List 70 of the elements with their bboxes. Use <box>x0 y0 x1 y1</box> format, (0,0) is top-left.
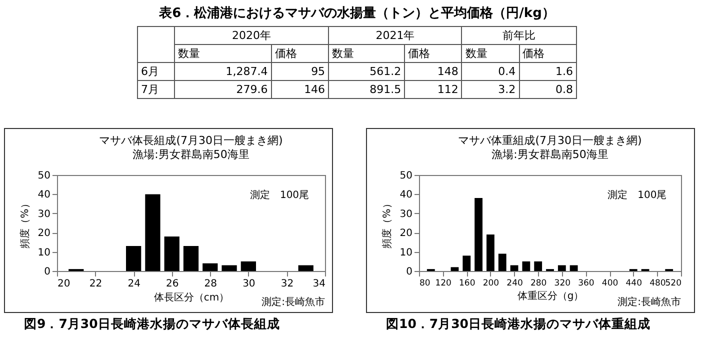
x-tick-label: 32 <box>280 278 294 290</box>
text: 6月 <box>138 62 174 80</box>
x-tick-label: 28 <box>204 278 218 290</box>
x-axis-title: 体重区分（g） <box>517 290 584 302</box>
text: 112 <box>404 80 462 98</box>
x-tick-label: 280 <box>530 278 547 288</box>
x-axis-title: 体長区分（cm） <box>154 292 230 304</box>
text: 1.6 <box>519 62 576 80</box>
x-tick-label: 26 <box>166 278 179 290</box>
y-tick-label: 0 <box>406 266 412 278</box>
text: 148 <box>404 62 462 80</box>
y-tick-label: 50 <box>400 170 412 182</box>
text: 2020年 <box>174 26 329 44</box>
x-tick-label: 30 <box>242 278 256 290</box>
text: 価格 <box>271 44 329 62</box>
text: 測定:長崎魚市 <box>618 296 681 308</box>
text: 数量 <box>462 44 520 62</box>
y-tick-label: 50 <box>38 170 50 182</box>
x-tick-label: 80 <box>420 278 430 288</box>
x-tick-label: 320 <box>554 278 571 288</box>
text: 価格 <box>519 44 576 62</box>
y-tick-label: 20 <box>38 228 50 240</box>
x-tick-label: 34 <box>312 278 326 290</box>
text: 95 <box>271 62 329 80</box>
x-tick-label: 22 <box>89 278 102 290</box>
text: 0.8 <box>519 80 576 98</box>
chart-subtitle: 漁場:男女群島南50海里 <box>132 148 250 161</box>
caption: 図9．7月30日長崎港水揚のマサバ体長組成 <box>24 316 280 333</box>
x-tick-label: 240 <box>506 278 523 288</box>
text: 891.5 <box>328 80 405 98</box>
text: 数量 <box>174 44 272 62</box>
y-tick-label: 40 <box>400 190 412 201</box>
text: 数量 <box>328 44 405 62</box>
text: 前年比 <box>462 26 576 44</box>
text: 279.6 <box>174 80 272 98</box>
text: 表6．松浦港におけるマサバの水揚量（トン）と平均価格（円/kg） <box>158 5 556 22</box>
text: 0.4 <box>462 62 520 80</box>
annotation: 測定 100尾 <box>608 189 667 201</box>
text: 146 <box>271 80 329 98</box>
annotation: 測定 100尾 <box>250 189 310 201</box>
y-tick-label: 20 <box>400 228 412 240</box>
x-tick-label: 160 <box>459 278 476 288</box>
x-tick-label: 480 <box>650 278 666 288</box>
y-tick-label: 30 <box>400 208 412 220</box>
text: 561.2 <box>328 62 405 80</box>
y-tick-label: 10 <box>400 247 412 258</box>
text: 価格 <box>404 44 462 62</box>
chart-subtitle: 漁場:男女群島南50海里 <box>492 148 608 161</box>
text: 1,287.4 <box>174 62 272 80</box>
caption: 図10．7月30日長崎港水揚のマサバ体重組成 <box>386 316 650 333</box>
x-tick-label: 400 <box>602 278 618 288</box>
x-tick-label: 120 <box>435 278 452 288</box>
y-tick-label: 10 <box>38 247 50 258</box>
text: 7月 <box>138 80 174 98</box>
chart-title: マサバ体長組成(7月30日一艘まき網) <box>99 134 283 147</box>
x-tick-label: 20 <box>58 278 70 290</box>
x-tick-label: 360 <box>578 278 594 288</box>
x-tick-label: 520 <box>665 278 682 288</box>
text: 測定:長崎魚市 <box>262 296 325 308</box>
text: 2021年 <box>328 26 462 44</box>
chart-title: マサバ体重組成(7月30日一艘まき網) <box>458 134 642 147</box>
y-tick-label: 40 <box>38 190 50 201</box>
y-axis-title: 頻度（%） <box>380 198 393 248</box>
y-tick-label: 30 <box>38 208 50 220</box>
x-tick-label: 24 <box>128 278 140 290</box>
x-tick-label: 440 <box>626 278 642 288</box>
y-tick-label: 0 <box>44 266 50 278</box>
text: 3.2 <box>462 80 520 98</box>
x-tick-label: 200 <box>482 278 500 288</box>
y-axis-title: 頻度（%） <box>18 198 31 248</box>
